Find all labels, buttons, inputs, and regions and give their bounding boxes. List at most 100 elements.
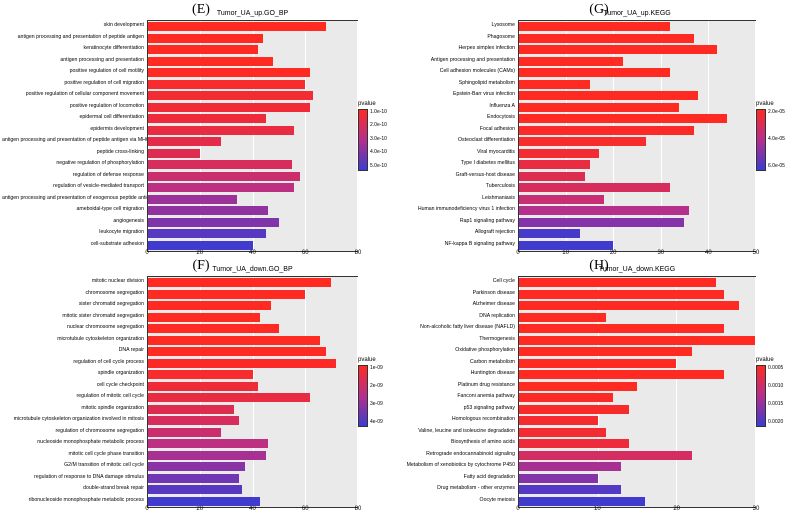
chart-g: Tumor_UA_up.KEGGLysosomePhagosomeHerpes … <box>400 20 798 258</box>
bar-row <box>148 102 357 114</box>
bar-row <box>148 21 357 33</box>
bar <box>519 206 689 215</box>
bar <box>519 149 599 158</box>
bar <box>148 195 237 204</box>
bar <box>148 34 263 43</box>
bar-label: regulation of cell cycle process <box>2 357 147 369</box>
bar-label: Human immunodeficiency virus 1 infection <box>400 204 518 216</box>
bar-label: mitotic sister chromatid segregation <box>2 311 147 323</box>
bar <box>148 405 234 414</box>
bar <box>519 57 623 66</box>
bar-label: microtubule cytoskeleton organization <box>2 334 147 346</box>
bar-row <box>519 473 755 485</box>
bar <box>148 45 258 54</box>
bar-label: Carbon metabolism <box>400 357 518 369</box>
bar <box>148 218 279 227</box>
bar-row <box>148 358 357 370</box>
bar-row <box>148 277 357 289</box>
bar-label: negative regulation of phosphorylation <box>2 158 147 170</box>
bar-label: Biosynthesis of amino acids <box>400 437 518 449</box>
bar-label: chromosome segregation <box>2 288 147 300</box>
chart-title: Tumor_UA_down.KEGG <box>518 266 756 273</box>
bar <box>519 462 621 471</box>
bar <box>148 301 271 310</box>
bar-label: Oxidative phosphorylation <box>400 345 518 357</box>
bar-row <box>519 44 755 56</box>
bar <box>148 278 331 287</box>
chart-title: Tumor_UA_down.GO_BP <box>147 266 358 273</box>
panel-g: (G) Tumor_UA_up.KEGGLysosomePhagosomeHer… <box>400 2 798 258</box>
bar-row <box>519 300 755 312</box>
bar <box>519 137 646 146</box>
bar-row <box>519 113 755 125</box>
bar-row <box>519 461 755 473</box>
legend-ticks: 1.0e-102.0e-103.0e-104.0e-105.0e-10 <box>370 109 387 169</box>
bar-row <box>519 182 755 194</box>
bar <box>148 149 200 158</box>
bar <box>519 347 692 356</box>
bar <box>519 91 698 100</box>
bar-label: Herpes simplex infection <box>400 43 518 55</box>
bar <box>148 462 245 471</box>
bar-row <box>148 346 357 358</box>
x-axis: 020406080 <box>147 506 358 516</box>
bar-row <box>519 450 755 462</box>
bar-label: nucleoside monophosphate metabolic proce… <box>2 437 147 449</box>
legend-gradient <box>756 365 766 427</box>
page-grid: (E) Tumor_UA_up.GO_BPskin developmentant… <box>0 0 800 516</box>
legend-tick: 5.0e-10 <box>370 163 387 169</box>
bar <box>148 439 268 448</box>
bar <box>148 241 253 250</box>
bar <box>148 183 294 192</box>
bar-label: mitotic nuclear division <box>2 276 147 288</box>
y-axis-labels: mitotic nuclear divisionchromosome segre… <box>2 276 147 506</box>
bar-label: Cell adhesion molecules (CAMs) <box>400 66 518 78</box>
bar-row <box>148 438 357 450</box>
bar-label: Viral myocarditis <box>400 147 518 159</box>
bar-label: cell-substrate adhesion <box>2 239 147 251</box>
bar-label: peptide cross-linking <box>2 147 147 159</box>
bar-row <box>519 381 755 393</box>
bar <box>148 126 294 135</box>
bar <box>519 336 755 345</box>
bar <box>519 497 645 506</box>
legend-tick: 6.0e-05 <box>768 163 785 169</box>
bar <box>519 474 598 483</box>
bar-row <box>148 44 357 56</box>
chart-title: Tumor_UA_up.KEGG <box>518 10 756 17</box>
bar-label: Homologous recombination <box>400 414 518 426</box>
bar-row <box>148 90 357 102</box>
bar-row <box>519 228 755 240</box>
bar-label: Non-alcoholic fatty liver disease (NAFLD… <box>400 322 518 334</box>
bar-label: epidermis development <box>2 124 147 136</box>
bar-label: regulation of vesicle-mediated transport <box>2 181 147 193</box>
bar <box>519 405 629 414</box>
bar-label: Fatty acid degradation <box>400 472 518 484</box>
legend-tick: 4.0e-05 <box>768 136 785 142</box>
bar-row <box>148 427 357 439</box>
bar <box>148 428 221 437</box>
plot-area <box>518 276 756 508</box>
bar-row <box>148 228 357 240</box>
bar-row <box>148 148 357 160</box>
bar-row <box>148 300 357 312</box>
bar <box>519 313 606 322</box>
plot-area <box>518 20 756 252</box>
bar-row <box>148 415 357 427</box>
bar-row <box>148 461 357 473</box>
legend: pvalue1e-092e-093e-094e-09 <box>358 357 398 427</box>
legend-gradient <box>756 109 766 171</box>
plot-area <box>147 20 358 252</box>
bar-label: double-strand break repair <box>2 483 147 495</box>
bar-label: regulation of response to DNA damage sti… <box>2 472 147 484</box>
chart-title: Tumor_UA_up.GO_BP <box>147 10 358 17</box>
bar-row <box>519 194 755 206</box>
bar-label: regulation of defense response <box>2 170 147 182</box>
bar <box>148 22 326 31</box>
bar-label: Fanconi anemia pathway <box>400 391 518 403</box>
bar <box>519 114 727 123</box>
bar-label: spindle organization <box>2 368 147 380</box>
bar-row <box>519 289 755 301</box>
bar-row <box>519 335 755 347</box>
legend-tick: 4e-09 <box>370 419 383 425</box>
